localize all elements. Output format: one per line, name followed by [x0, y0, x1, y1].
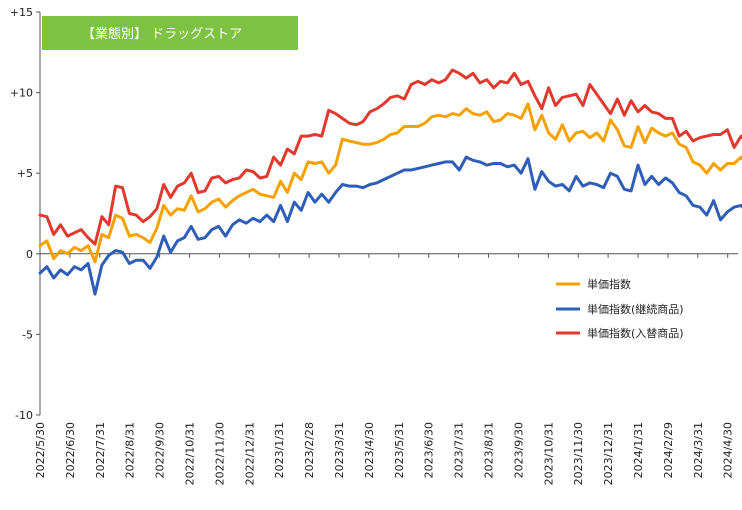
x-tick-label: 2023/9/30	[512, 422, 525, 478]
x-tick-label: 2022/12/31	[243, 422, 256, 485]
x-tick-label: 2022/7/31	[94, 422, 107, 478]
y-tick-label: -5	[22, 328, 33, 341]
y-tick-label: +15	[10, 6, 33, 19]
x-tick-label: 2022/11/30	[213, 422, 226, 485]
x-tick-label: 2024/4/30	[722, 422, 735, 478]
x-tick-label: 2023/10/31	[542, 422, 555, 485]
chart-title: 【業態別】 ドラッグストア	[42, 16, 298, 50]
x-tick-label: 2024/1/31	[632, 422, 645, 478]
series-lines	[38, 68, 742, 296]
x-tick-label: 2023/4/30	[363, 422, 376, 478]
x-tick-label: 2023/3/31	[333, 422, 346, 478]
x-tick-label: 2022/8/31	[124, 422, 137, 478]
x-tick-label: 2023/12/31	[602, 422, 615, 485]
title-box	[42, 16, 298, 50]
series-line-0	[38, 102, 742, 264]
y-tick-label: 0	[26, 248, 33, 261]
y-tick-label: -10	[15, 409, 33, 422]
x-tick-label: 2023/2/28	[303, 422, 316, 478]
x-tick-label: 2022/9/30	[154, 422, 167, 478]
series-line-2	[38, 68, 742, 246]
y-tick-label: +5	[17, 167, 33, 180]
y-axis: +15 +10 +5 0 -5 -10	[10, 6, 41, 422]
x-tick-label: 2024/3/31	[692, 422, 705, 478]
x-tick-label: 2023/6/30	[423, 422, 436, 478]
legend-label-2: 単価指数(入替商品)	[587, 326, 684, 340]
x-axis: 2022/5/30 2022/6/30 2022/7/31 2022/8/31 2022…	[34, 253, 738, 485]
x-tick-label: 2023/7/31	[453, 422, 466, 478]
x-tick-label: 2023/11/30	[572, 422, 585, 485]
legend-label-0: 単価指数	[587, 277, 631, 291]
x-tick-label: 2024/2/29	[662, 422, 675, 478]
x-tick-label: 2022/10/31	[184, 422, 197, 485]
x-tick-label: 2023/8/31	[483, 422, 496, 478]
x-tick-label: 2023/1/31	[273, 422, 286, 478]
series-line-1	[38, 155, 742, 296]
x-tick-label: 2022/6/30	[64, 422, 77, 478]
y-tick-label: +10	[10, 87, 33, 100]
title-text: 【業態別】 ドラッグストア	[82, 26, 242, 42]
x-tick-label: 2023/5/31	[393, 422, 406, 478]
x-tick-label: 2022/5/30	[34, 422, 47, 478]
legend-label-1: 単価指数(継続商品)	[587, 302, 684, 316]
